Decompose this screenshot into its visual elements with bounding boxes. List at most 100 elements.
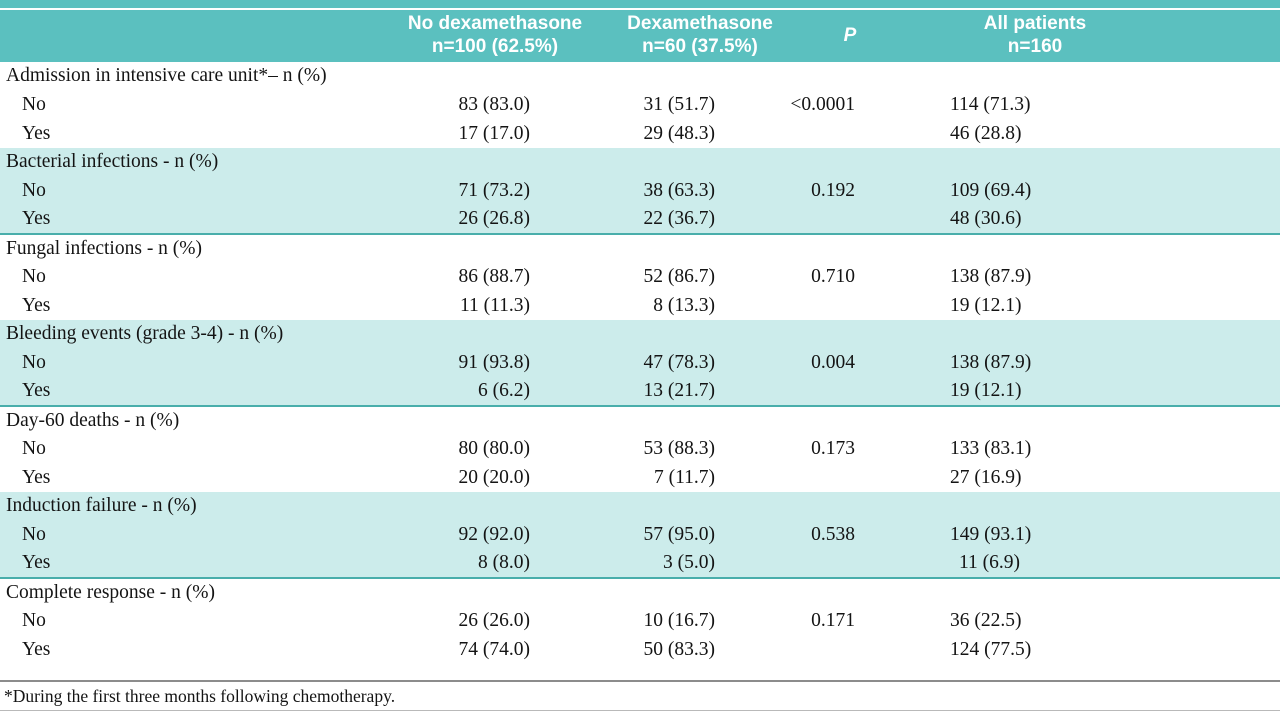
section-bacterial-infections: Bacterial infections - n (%) No 71 (73.2… [0,148,1280,234]
row-label: No [0,348,400,377]
row-label: Yes [22,122,51,144]
row-label: No [22,609,46,631]
table-row: Yes 26 (26.8) 22 (36.7) 48 (30.6) [0,205,1280,234]
section-title-row: Bacterial infections - n (%) [0,148,1280,176]
section-title-row: Admission in intensive care unit*– n (%) [0,62,1280,90]
header-dexamethasone: Dexamethasone n=60 (37.5%) [590,10,780,62]
cell-all: 19 (12.1) [950,377,1280,406]
section-title: Bleeding events (grade 3-4) - n (%) [0,320,1280,348]
header-top-strip [0,0,1280,8]
cell-all: 138 (87.9) [950,348,1280,377]
header-no-dex-line2: n=100 (62.5%) [431,36,559,57]
cell-no-dex: 11 (11.3) [459,294,530,316]
header-no-dexamethasone: No dexamethasone n=100 (62.5%) [400,10,590,62]
row-label: Yes [0,205,400,234]
cell-all: 48 (30.6) [950,205,1280,234]
cell-p: 0.004 [780,348,950,377]
cell-p [780,377,950,406]
cell-all: 46 (28.8) [950,122,1022,144]
header-all-line2: n=160 [1007,36,1063,57]
cell-dex: 50 (83.3) [643,638,716,660]
footnote-text: *During the first three months following… [4,686,396,706]
cell-no-dex: 17 (17.0) [458,122,531,144]
cell-p: 0.710 [811,265,855,287]
cell-no-dex: 26 (26.8) [400,205,590,234]
cell-dex: 57 (95.0) [590,520,780,549]
section-induction-failure: Induction failure - n (%) No 92 (92.0) 5… [0,492,1280,578]
bottom-border [0,710,1280,711]
cell-no-dex: 71 (73.2) [400,176,590,205]
cell-all: 27 (16.9) [950,466,1022,488]
cell-all: 133 (83.1) [950,437,1032,459]
footnote-divider [0,680,1280,682]
header-row: No dexamethasone n=100 (62.5%) Dexametha… [0,10,1280,62]
section-day60-deaths: Day-60 deaths - n (%) No 80 (80.0) 53 (8… [0,406,1280,492]
table-row: No 71 (73.2) 38 (63.3) 0.192 109 (69.4) [0,176,1280,205]
row-label: No [22,437,46,459]
cell-no-dex: 91 (93.8) [400,348,590,377]
header-blank [0,10,400,62]
cell-dex: 13 (21.7) [590,377,780,406]
section-bleeding-events: Bleeding events (grade 3-4) - n (%) No 9… [0,320,1280,406]
cell-no-dex: 26 (26.0) [458,609,531,631]
cell-p [780,635,950,664]
cell-p [780,463,950,492]
row-label: Yes [22,638,51,660]
cell-all: 138 (87.9) [950,265,1032,287]
cell-all: 19 (12.1) [950,294,1022,316]
cell-no-dex: 20 (20.0) [458,466,531,488]
table-row: No 80 (80.0) 53 (88.3) 0.173 133 (83.1) [0,434,1280,463]
table-row: No 26 (26.0) 10 (16.7) 0.171 36 (22.5) [0,606,1280,635]
section-title-row: Fungal infections - n (%) [0,234,1280,262]
table-row: Yes 8 (8.0) 3 (5.0) 11 (6.9) [0,549,1280,578]
section-title: Admission in intensive care unit*– n (%) [6,65,327,86]
table-row: Yes 11 (11.3) 8 (13.3) 19 (12.1) [0,291,1280,320]
cell-p [780,549,950,578]
cell-no-dex: 92 (92.0) [400,520,590,549]
section-title: Fungal infections - n (%) [6,237,203,259]
cell-all: 36 (22.5) [950,609,1022,631]
header-no-dex-line1: No dexamethasone [407,13,583,35]
table-row: Yes 20 (20.0) 7 (11.7) 27 (16.9) [0,463,1280,492]
table-row: No 86 (88.7) 52 (86.7) 0.710 138 (87.9) [0,262,1280,291]
cell-dex: 31 (51.7) [643,93,716,115]
cell-dex: 10 (16.7) [643,609,716,631]
row-label: Yes [0,549,400,578]
header-all-patients: All patients n=160 [950,10,1280,62]
cell-no-dex: 6 (6.2) [400,377,590,406]
cell-dex: 53 (88.3) [643,437,716,459]
table-row: No 83 (83.0) 31 (51.7) <0.0001 114 (71.3… [0,90,1280,119]
cell-dex: 22 (36.7) [590,205,780,234]
header-all-line1: All patients [983,13,1087,35]
header-dex-line1: Dexamethasone [627,13,773,35]
table-row: No 92 (92.0) 57 (95.0) 0.538 149 (93.1) [0,520,1280,549]
cell-p: 0.173 [811,437,855,459]
table-header: No dexamethasone n=100 (62.5%) Dexametha… [0,10,1280,62]
cell-dex: 38 (63.3) [590,176,780,205]
section-complete-response: Complete response - n (%) No 26 (26.0) 1… [0,578,1280,664]
section-icu-admission: Admission in intensive care unit*– n (%)… [0,62,1280,148]
cell-all: 114 (71.3) [950,93,1031,115]
cell-p [780,205,950,234]
section-fungal-infections: Fungal infections - n (%) No 86 (88.7) 5… [0,234,1280,320]
cell-dex: 52 (86.7) [643,265,716,287]
cell-dex: 8 (13.3) [653,294,715,316]
cell-no-dex: 8 (8.0) [400,549,590,578]
cell-p: 0.192 [780,176,950,205]
cell-p: 0.171 [811,609,855,631]
row-label: No [22,93,46,115]
footnote-spacer [0,664,1280,680]
section-title: Bacterial infections - n (%) [0,148,1280,176]
cell-dex: 3 (5.0) [590,549,780,578]
table-row: Yes 17 (17.0) 29 (48.3) 46 (28.8) [0,119,1280,148]
results-table: No dexamethasone n=100 (62.5%) Dexametha… [0,10,1280,664]
section-title-row: Day-60 deaths - n (%) [0,406,1280,434]
row-label: Yes [0,377,400,406]
header-top-gap [0,8,1280,10]
header-p-value: P [780,10,950,62]
section-title-row: Bleeding events (grade 3-4) - n (%) [0,320,1280,348]
cell-p [780,119,950,148]
table-row: No 91 (93.8) 47 (78.3) 0.004 138 (87.9) [0,348,1280,377]
section-title-row: Induction failure - n (%) [0,492,1280,520]
